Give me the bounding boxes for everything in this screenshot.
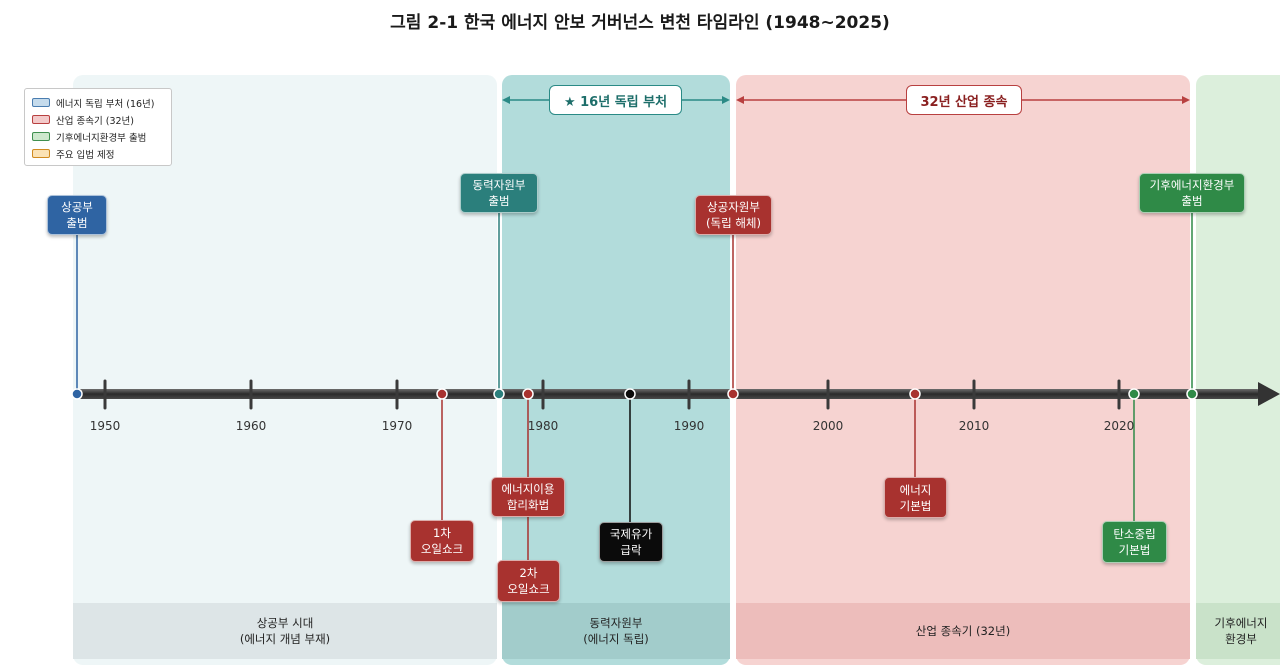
- dot-commerce: [71, 388, 83, 400]
- legend-swatch-blue: [32, 98, 50, 107]
- span-label-subordinate: 32년 산업 종속: [906, 85, 1022, 115]
- event-commerce-resources-ministry: 상공자원부 (독립 해체): [695, 195, 772, 235]
- axis-ticks: [103, 379, 1121, 410]
- legend-item-legislation: 주요 입법 제정: [32, 145, 164, 162]
- legend-swatch-orange: [32, 149, 50, 158]
- event-oil-price-drop: 국제유가 급락: [599, 522, 663, 562]
- legend-item-subordinate: 산업 종속기 (32년): [32, 111, 164, 128]
- event-energy-ministry: 동력자원부 출범: [460, 173, 538, 213]
- year-label-1970: 1970: [381, 419, 413, 433]
- legend: 에너지 독립 부처 (16년) 산업 종속기 (32년) 기후에너지환경부 출범…: [24, 88, 172, 166]
- event-oil-shock-2: 2차 오일쇼크: [497, 560, 560, 602]
- dot-climate-ministry: [1186, 388, 1198, 400]
- era-panel-subordinate: 산업 종속기 (32년): [736, 75, 1190, 665]
- year-label-1980: 1980: [527, 419, 559, 433]
- legend-item-independent: 에너지 독립 부처 (16년): [32, 94, 164, 111]
- year-label-2010: 2010: [958, 419, 990, 433]
- era-footer-subordinate: 산업 종속기 (32년): [736, 603, 1190, 659]
- year-label-1990: 1990: [673, 419, 705, 433]
- dot-energy-basic-act: [909, 388, 921, 400]
- year-label-1950: 1950: [89, 419, 121, 433]
- dot-carbon-neutral-act: [1128, 388, 1140, 400]
- timeline-axis: [74, 382, 1280, 406]
- year-label-1960: 1960: [235, 419, 267, 433]
- event-commerce-ministry: 상공부 출범: [47, 195, 107, 235]
- dot-oil-shock-1: [436, 388, 448, 400]
- legend-swatch-green: [32, 132, 50, 141]
- era-footer-climate: 기후에너지 환경부: [1196, 603, 1280, 659]
- era-footer-energy-ministry: 동력자원부 (에너지 독립): [502, 603, 730, 659]
- event-climate-ministry: 기후에너지환경부 출범: [1139, 173, 1245, 213]
- dot-energy-use-act: [522, 388, 534, 400]
- year-label-2000: 2000: [812, 419, 844, 433]
- year-label-2020: 2020: [1103, 419, 1135, 433]
- dot-energy-ministry: [493, 388, 505, 400]
- dot-commerce-resources: [727, 388, 739, 400]
- event-energy-basic-act: 에너지 기본법: [884, 477, 947, 518]
- page-title: 그림 2-1 한국 에너지 안보 거버넌스 변천 타임라인 (1948~2025…: [390, 13, 890, 33]
- span-label-independent: ★ 16년 독립 부처: [549, 85, 682, 115]
- event-carbon-neutral-act: 탄소중립 기본법: [1102, 521, 1167, 563]
- era-panel-commerce: 상공부 시대 (에너지 개념 부재): [73, 75, 497, 665]
- dot-oil-price-drop: [624, 388, 636, 400]
- event-oil-shock-1: 1차 오일쇼크: [410, 520, 474, 562]
- era-footer-commerce: 상공부 시대 (에너지 개념 부재): [73, 603, 497, 659]
- legend-swatch-red: [32, 115, 50, 124]
- event-energy-use-act: 에너지이용 합리화법: [491, 477, 565, 517]
- legend-item-climate: 기후에너지환경부 출범: [32, 128, 164, 145]
